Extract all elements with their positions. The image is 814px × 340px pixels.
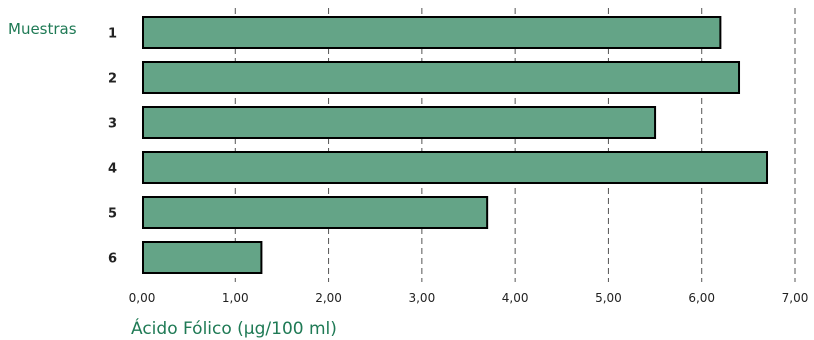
x-tick-label: 4,00 bbox=[502, 291, 529, 305]
category-label: 2 bbox=[108, 72, 117, 87]
x-tick-label: 1,00 bbox=[222, 291, 249, 305]
x-tick-label: 0,00 bbox=[129, 291, 156, 305]
bar-sample-4 bbox=[142, 151, 769, 184]
gridlines bbox=[234, 8, 796, 282]
x-tick-label: 6,00 bbox=[688, 291, 715, 305]
category-label: 5 bbox=[108, 207, 117, 222]
category-axis-title: Muestras bbox=[8, 20, 77, 38]
x-axis-title: Ácido Fólico (µg/100 ml) bbox=[131, 317, 337, 339]
x-tick-label: 3,00 bbox=[408, 291, 435, 305]
category-label: 1 bbox=[108, 27, 117, 42]
x-tick-label: 7,00 bbox=[782, 291, 809, 305]
category-label: 6 bbox=[108, 252, 117, 267]
bar-sample-3 bbox=[142, 106, 657, 139]
bar-sample-6 bbox=[142, 241, 263, 274]
bar-sample-5 bbox=[142, 196, 489, 229]
category-labels: 1 2 3 4 5 6 bbox=[108, 27, 117, 267]
bars bbox=[142, 16, 769, 274]
x-tick-label: 2,00 bbox=[315, 291, 342, 305]
bar-sample-1 bbox=[142, 16, 722, 49]
x-tick-labels: 0,00 1,00 2,00 3,00 4,00 5,00 6,00 7,00 bbox=[129, 291, 809, 305]
category-label: 3 bbox=[108, 117, 117, 132]
category-label: 4 bbox=[108, 162, 117, 177]
x-tick-label: 5,00 bbox=[595, 291, 622, 305]
bar-sample-2 bbox=[142, 61, 741, 94]
